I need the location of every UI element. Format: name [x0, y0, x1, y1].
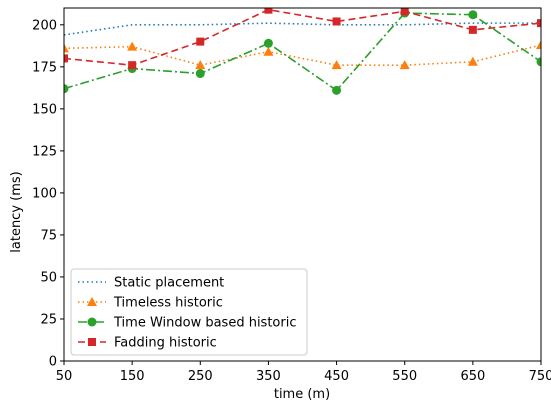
data-point-3-4 — [332, 17, 341, 26]
x-tick-label-7: 750 — [529, 369, 551, 384]
series-line-3 — [64, 8, 541, 66]
data-point-1-3 — [263, 46, 274, 56]
y-tick-label-8: 200 — [32, 18, 57, 33]
x-tick-label-0: 50 — [56, 369, 73, 384]
legend-label-2: Time Window based historic — [113, 316, 297, 331]
x-tick-label-2: 250 — [188, 369, 213, 384]
data-point-3-0 — [64, 54, 68, 63]
data-point-3-7 — [537, 19, 541, 28]
y-tick-label-5: 125 — [32, 144, 57, 159]
data-point-1-1 — [127, 41, 138, 51]
y-tick-label-3: 75 — [40, 228, 57, 243]
data-point-2-3 — [263, 38, 273, 48]
x-tick-label-3: 350 — [256, 369, 281, 384]
y-tick-label-7: 175 — [32, 60, 57, 75]
y-tick-label-4: 100 — [32, 186, 57, 201]
data-point-3-3 — [264, 8, 273, 14]
legend-label-0: Static placement — [114, 276, 224, 291]
data-point-2-6 — [468, 10, 478, 20]
y-tick-label-6: 150 — [32, 102, 57, 117]
legend-marker-1 — [87, 297, 97, 306]
y-tick-label-1: 25 — [40, 312, 57, 327]
axes-frame — [63, 7, 542, 362]
y-tick-label-2: 50 — [40, 270, 57, 285]
data-point-1-2 — [195, 60, 206, 70]
plot-area: 50 150 250 350 450 550 650 750 0 25 50 75 100 125 150 1… — [32, 7, 551, 384]
data-point-2-0 — [64, 84, 69, 94]
series-line-2 — [64, 12, 541, 92]
x-tick-label-4: 450 — [324, 369, 349, 384]
series-group — [64, 8, 541, 95]
data-point-2-2 — [195, 69, 205, 79]
data-point-2-7 — [536, 57, 541, 67]
legend: Static placement Timeless historic Time Wi… — [70, 268, 308, 356]
legend-label-3: Fadding historic — [114, 336, 217, 351]
legend-marker-3 — [88, 338, 96, 346]
legend-marker-2 — [87, 317, 97, 327]
data-point-3-1 — [128, 61, 137, 70]
data-point-2-4 — [332, 85, 342, 95]
data-point-3-5 — [400, 8, 409, 16]
data-point-1-0 — [64, 43, 69, 53]
data-point-1-4 — [331, 60, 342, 70]
y-axis-title: latency (ms) — [9, 171, 24, 252]
data-point-3-2 — [196, 37, 205, 46]
x-tick-label-6: 650 — [460, 369, 485, 384]
x-tick-label-1: 150 — [120, 369, 145, 384]
x-tick-label-5: 550 — [392, 369, 417, 384]
legend-box — [70, 268, 308, 356]
series-line-0 — [64, 22, 541, 36]
data-point-1-6 — [467, 56, 478, 66]
data-point-1-5 — [399, 60, 410, 70]
x-axis-title: time (m) — [274, 387, 330, 402]
data-point-1-7 — [536, 39, 541, 49]
y-tick-label-0: 0 — [49, 355, 57, 370]
legend-label-1: Timeless historic — [113, 296, 223, 311]
data-point-3-6 — [468, 25, 477, 34]
